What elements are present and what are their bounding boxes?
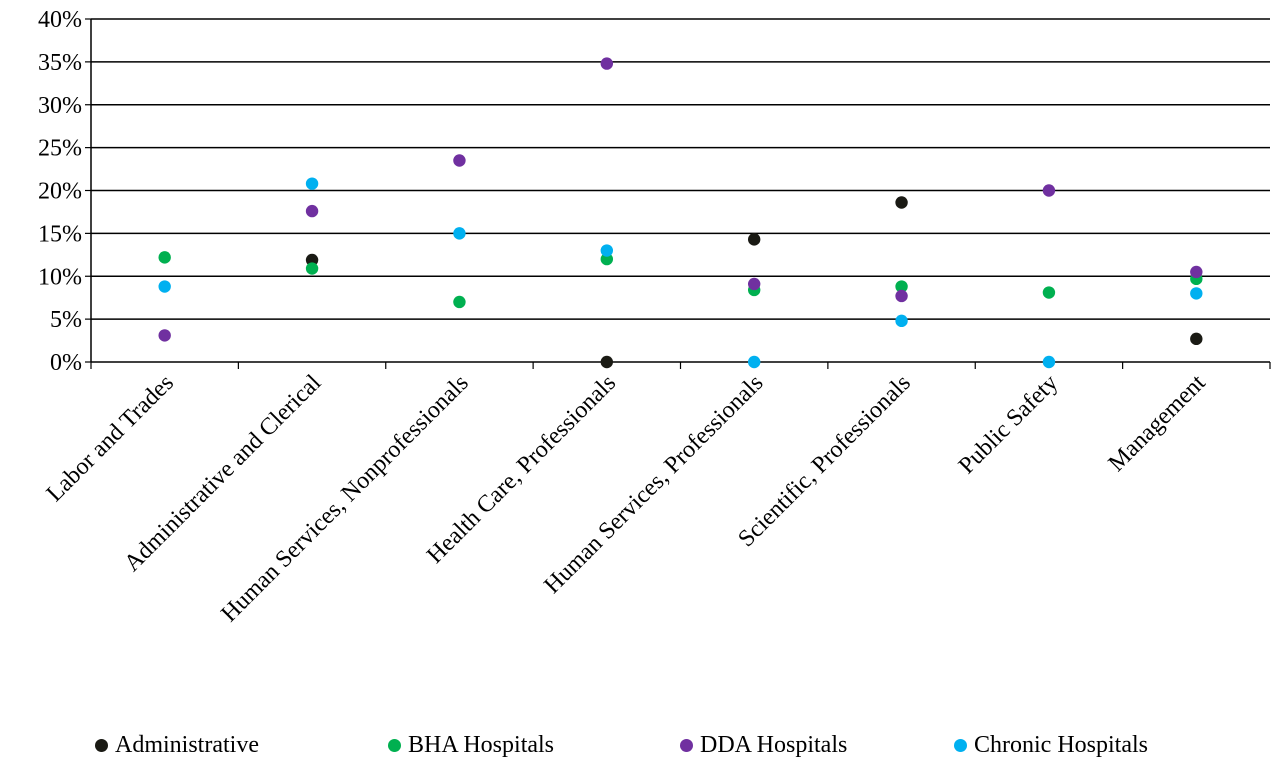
data-point (305, 253, 319, 267)
x-category-label: Human Services, Nonprofessionals (216, 370, 473, 627)
y-tick-label: 0% (50, 350, 82, 376)
legend-item: Chronic Hospitals (954, 732, 1148, 759)
y-tick-label: 35% (38, 50, 82, 76)
data-point (600, 355, 614, 369)
data-point (305, 262, 319, 275)
data-point (158, 251, 171, 264)
data-point (453, 295, 466, 309)
legend-item: DDA Hospitals (680, 732, 847, 759)
axes (85, 18, 1271, 369)
legend-label: DDA Hospitals (700, 732, 848, 758)
y-tick-label: 5% (50, 307, 82, 333)
x-category-label: Management (1104, 370, 1211, 477)
data-point (600, 57, 614, 70)
data-point (1042, 184, 1056, 197)
data-point (1042, 355, 1056, 369)
y-tick-label: 15% (38, 221, 82, 247)
data-point (600, 244, 614, 257)
data-point (895, 280, 908, 293)
legend-marker (954, 739, 967, 752)
data-point (1042, 286, 1056, 299)
data-point (895, 196, 908, 209)
data-point (747, 355, 761, 369)
data-points (158, 57, 1203, 369)
data-point (305, 177, 319, 190)
legend-marker (95, 739, 108, 752)
y-tick-label: 40% (38, 7, 82, 33)
y-tick-label: 25% (38, 136, 82, 162)
x-category-label: Scientific, Professionals (733, 370, 915, 552)
y-axis-tick-labels: 0% 5% 10% 15% 20% 25% 30% 35% 40% (38, 7, 82, 376)
data-point (453, 154, 466, 167)
legend-label: Chronic Hospitals (974, 732, 1148, 758)
legend-marker (680, 739, 693, 752)
y-tick-label: 30% (38, 93, 82, 119)
y-tick-label: 20% (38, 179, 82, 205)
legend-label: Administrative (115, 732, 259, 758)
x-category-label: Public Safety (954, 370, 1063, 479)
data-point (158, 329, 171, 342)
legend: Administrative BHA Hospitals DDA Hospitals… (0, 732, 1271, 766)
gridlines (91, 18, 1270, 320)
data-point (1190, 265, 1203, 279)
x-category-label: Labor and Trades (42, 370, 179, 507)
data-point (895, 289, 908, 303)
data-point (453, 227, 466, 240)
legend-item: Administrative (95, 732, 259, 759)
legend-marker (388, 739, 401, 752)
data-point (1190, 332, 1203, 346)
y-tick-label: 10% (38, 264, 82, 290)
legend-item: BHA Hospitals (388, 732, 554, 759)
data-point (747, 233, 761, 246)
data-point (1190, 287, 1203, 300)
data-point (158, 280, 171, 293)
legend-label: BHA Hospitals (408, 732, 555, 758)
data-point (895, 314, 908, 328)
data-point (747, 277, 761, 291)
data-point (305, 204, 319, 218)
data-point (600, 252, 614, 266)
scatter-chart: 0% 5% 10% 15% 20% 25% 30% 35% 40% Labor and Trad… (38, 7, 1271, 628)
